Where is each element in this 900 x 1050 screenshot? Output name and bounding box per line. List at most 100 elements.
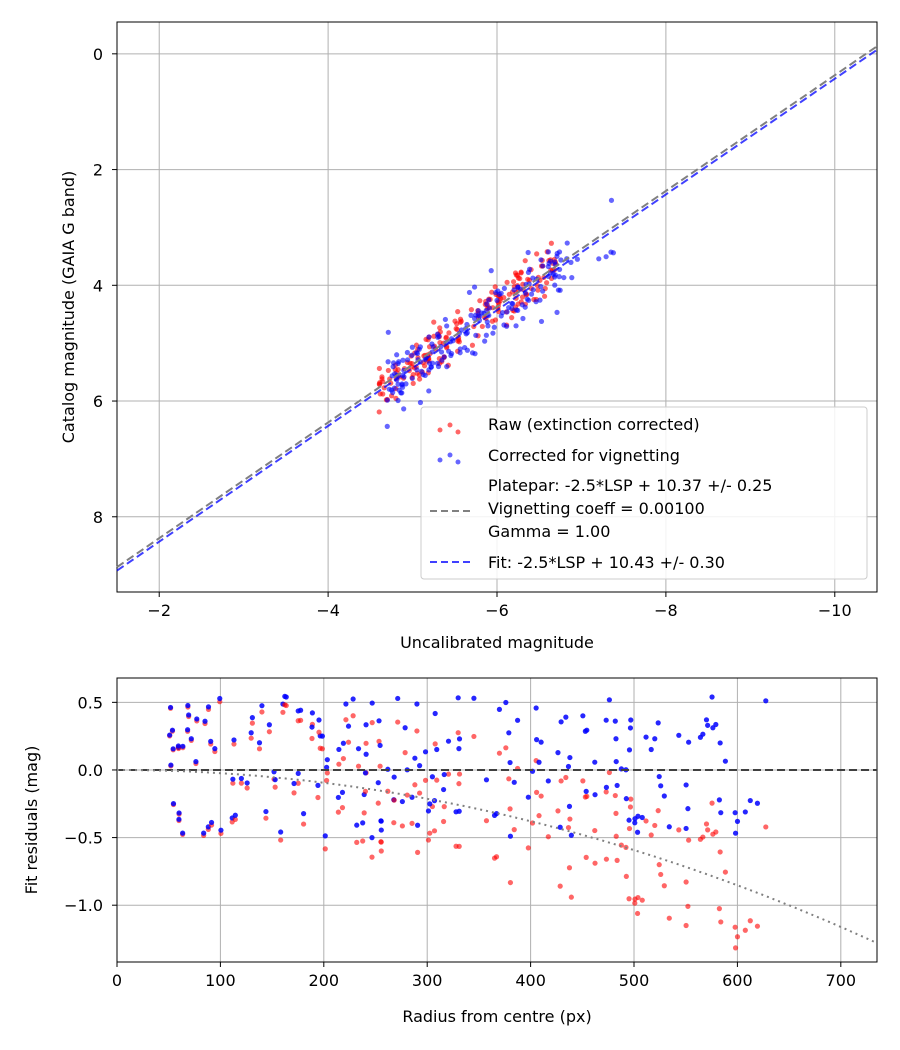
corrected-point	[458, 327, 465, 333]
corrected-residual-point	[716, 797, 722, 803]
corrected-residual-point	[717, 740, 723, 746]
top-x-ticks: −2 −4 −6 −8 −10	[147, 592, 852, 620]
legend-label-platepar: Platepar: -2.5*LSP + 10.37 +/- 0.25	[488, 476, 772, 495]
corrected-point	[438, 349, 445, 355]
corrected-residual-point	[661, 793, 667, 799]
raw-point	[417, 376, 423, 382]
corrected-point	[395, 397, 401, 404]
raw-residual-point	[363, 740, 369, 746]
corrected-point	[384, 423, 390, 429]
corrected-residual-point	[656, 773, 662, 780]
corrected-point	[483, 301, 490, 307]
raw-residual-point	[422, 777, 429, 783]
top-scatter-points	[376, 197, 617, 429]
corrected-residual-point	[754, 800, 761, 806]
legend-label-vignetting: Vignetting coeff = 0.00100	[488, 499, 705, 518]
raw-residual-point	[412, 782, 418, 788]
corrected-residual-point	[507, 833, 514, 839]
corrected-point	[417, 344, 423, 350]
raw-residual-point	[339, 805, 346, 811]
legend-marker-raw	[447, 422, 453, 428]
corrected-point	[513, 323, 519, 329]
corrected-residual-point	[417, 763, 423, 769]
corrected-point	[494, 297, 500, 304]
corrected-residual-point	[249, 715, 255, 721]
raw-residual-point	[244, 785, 250, 791]
raw-point	[541, 293, 548, 299]
raw-point	[437, 325, 443, 331]
corrected-residual-point	[230, 776, 236, 782]
corrected-residual-point	[763, 698, 769, 704]
raw-residual-point	[697, 836, 704, 842]
corrected-residual-point	[456, 736, 463, 742]
corrected-residual-point	[658, 783, 664, 789]
corrected-point	[557, 287, 563, 293]
corrected-point	[390, 360, 397, 366]
corrected-residual-point	[201, 830, 207, 836]
bottom-reference-lines	[117, 768, 878, 945]
raw-residual-point	[232, 816, 238, 823]
top-x-tick-label: −6	[485, 601, 509, 620]
corrected-point	[550, 271, 556, 277]
corrected-point	[488, 267, 494, 274]
raw-residual-point	[534, 789, 540, 795]
raw-residual-point	[643, 818, 649, 824]
raw-residual-point	[319, 746, 325, 752]
corrected-point	[420, 372, 426, 378]
corrected-residual-point	[567, 754, 573, 761]
corrected-residual-point	[483, 777, 490, 783]
raw-residual-point	[324, 777, 330, 784]
raw-residual-point	[295, 780, 301, 786]
raw-point	[512, 270, 519, 276]
corrected-point	[464, 347, 470, 353]
raw-residual-point	[456, 781, 462, 787]
raw-residual-point	[445, 771, 452, 777]
corrected-residual-point	[399, 798, 405, 805]
raw-point	[446, 330, 452, 336]
corrected-residual-point	[217, 695, 223, 702]
corrected-point	[525, 249, 531, 256]
raw-residual-point	[355, 763, 362, 769]
raw-residual-point	[391, 820, 397, 826]
corrected-residual-point	[232, 812, 238, 818]
corrected-residual-point	[742, 809, 748, 815]
legend-marker-raw	[437, 427, 443, 433]
raw-residual-point	[592, 860, 598, 866]
raw-residual-point	[272, 784, 278, 790]
corrected-point	[610, 250, 617, 256]
raw-point	[455, 309, 461, 315]
corrected-residual-point	[283, 694, 289, 700]
corrected-point	[484, 319, 490, 325]
legend-item-corrected: Corrected for vignetting	[437, 446, 680, 465]
raw-residual-point	[316, 729, 322, 735]
corrected-point	[473, 332, 479, 338]
corrected-point	[554, 309, 560, 315]
corrected-residual-point	[208, 738, 214, 744]
corrected-residual-point	[427, 801, 433, 807]
corrected-point	[482, 338, 488, 344]
bottom-x-tick-label: 300	[412, 971, 443, 990]
corrected-residual-point	[643, 734, 649, 740]
corrected-point	[519, 302, 525, 308]
corrected-residual-point	[263, 808, 269, 815]
corrected-point	[401, 406, 407, 412]
corrected-point	[528, 291, 535, 297]
corrected-point	[483, 332, 489, 338]
raw-point	[489, 289, 495, 295]
raw-residual-point	[580, 778, 586, 784]
corrected-residual-point	[248, 730, 254, 736]
corrected-residual-point	[193, 759, 199, 765]
raw-point	[454, 326, 460, 333]
raw-residual-point	[628, 796, 634, 802]
corrected-point	[429, 341, 435, 347]
raw-residual-point	[441, 804, 447, 810]
raw-residual-point	[545, 834, 551, 840]
corrected-residual-point	[584, 727, 590, 733]
corrected-point	[404, 357, 411, 363]
corrected-residual-point	[205, 704, 212, 710]
bottom-x-tick-label: 500	[619, 971, 650, 990]
legend-item-fit: Fit: -2.5*LSP + 10.43 +/- 0.30	[430, 553, 725, 572]
corrected-residual-point	[709, 694, 715, 700]
corrected-residual-point	[732, 810, 738, 816]
legend-box	[420, 406, 868, 580]
